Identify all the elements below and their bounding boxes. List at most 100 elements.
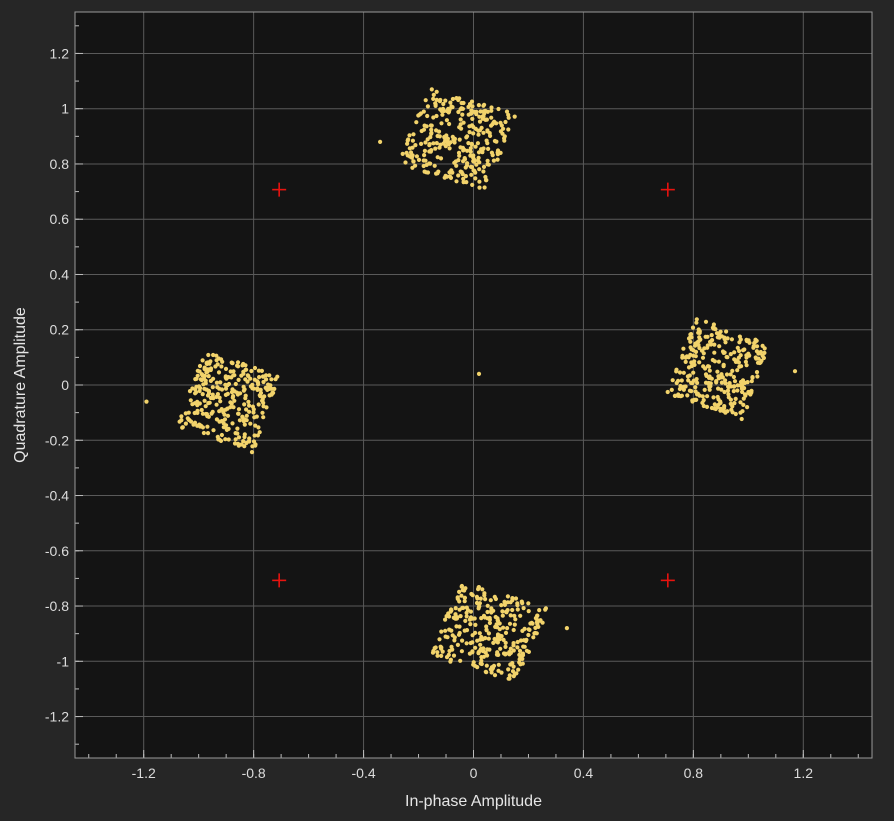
symbol-point — [453, 606, 458, 611]
symbol-point — [500, 609, 505, 614]
symbol-point — [476, 606, 481, 611]
symbol-point — [689, 332, 694, 337]
symbol-point — [526, 632, 531, 638]
symbol-point — [484, 117, 489, 122]
symbol-point — [429, 87, 434, 92]
reference-marker-icon — [272, 573, 287, 588]
symbol-point — [461, 176, 466, 181]
symbol-point — [697, 360, 702, 365]
symbol-point — [447, 627, 452, 632]
symbol-point — [729, 384, 734, 389]
symbol-point — [715, 394, 720, 400]
symbol-point — [712, 350, 717, 355]
symbol-point — [483, 178, 489, 183]
symbol-point — [403, 160, 408, 165]
symbol-point — [195, 423, 200, 428]
symbol-point — [448, 659, 453, 664]
symbol-point — [464, 610, 469, 616]
symbol-point — [451, 137, 456, 142]
symbol-point — [422, 153, 427, 158]
symbol-point — [458, 117, 463, 122]
symbol-point — [410, 138, 415, 143]
symbol-point — [481, 649, 486, 654]
symbol-point — [251, 439, 257, 444]
symbol-point — [199, 407, 204, 413]
symbol-point — [467, 617, 472, 622]
symbol-point — [531, 635, 536, 640]
grid-lines — [75, 12, 872, 758]
symbol-point — [669, 387, 674, 392]
symbol-point — [450, 96, 455, 102]
symbol-point — [195, 399, 200, 404]
symbol-point — [260, 410, 265, 415]
symbol-point — [506, 127, 511, 132]
symbol-point — [454, 96, 459, 101]
symbol-point — [518, 613, 523, 618]
symbol-point — [477, 649, 482, 654]
symbol-point — [501, 126, 506, 131]
symbol-point — [504, 109, 510, 114]
symbol-point — [180, 425, 185, 430]
symbol-point — [744, 338, 750, 344]
symbol-point — [477, 167, 482, 172]
symbol-point — [513, 596, 519, 601]
symbol-point — [526, 649, 532, 655]
symbol-point — [725, 336, 730, 341]
symbol-point — [424, 170, 429, 175]
symbol-point — [219, 357, 224, 362]
symbol-point — [486, 146, 491, 151]
symbol-point — [422, 148, 427, 153]
symbol-point — [462, 595, 467, 600]
symbol-point — [503, 640, 508, 646]
symbol-point — [506, 676, 511, 681]
symbol-point — [431, 141, 436, 146]
symbol-point — [201, 430, 206, 436]
symbol-point — [473, 144, 478, 149]
symbol-point — [503, 119, 508, 125]
symbol-point — [473, 176, 478, 181]
symbol-point — [144, 399, 149, 404]
symbol-point — [457, 630, 462, 636]
symbol-point — [451, 653, 457, 658]
symbol-point — [442, 139, 448, 144]
symbol-point — [466, 104, 471, 109]
symbol-point — [463, 618, 468, 624]
symbol-point — [445, 136, 450, 141]
symbol-point — [690, 380, 695, 386]
symbol-point — [485, 129, 490, 134]
symbol-point — [484, 670, 489, 675]
symbol-point — [435, 171, 440, 176]
symbol-point — [730, 368, 735, 373]
symbol-point — [195, 368, 200, 373]
symbol-point — [485, 141, 490, 146]
symbol-point — [466, 112, 471, 117]
symbol-point — [439, 629, 444, 634]
symbol-point — [206, 374, 211, 379]
symbol-point — [241, 439, 246, 444]
symbol-point — [405, 138, 410, 143]
symbol-point — [502, 138, 507, 143]
symbol-point — [729, 337, 735, 342]
symbol-point — [445, 635, 450, 640]
symbol-point — [759, 358, 764, 363]
axis-ticks: -1.2 -0.8 -0.4 0 0.4 0.8 1.2 1.2 1 0.8 0.6 0.4 0.2 0 -… — [45, 25, 859, 781]
symbol-point — [232, 373, 237, 378]
symbol-point — [520, 601, 525, 606]
symbol-point — [471, 131, 476, 136]
symbol-point — [521, 606, 526, 611]
symbol-point — [431, 115, 436, 120]
symbol-point — [469, 172, 474, 177]
symbol-point — [492, 138, 497, 144]
symbol-point — [231, 405, 236, 410]
symbol-point — [732, 350, 737, 355]
symbol-point — [186, 410, 191, 415]
symbol-point — [694, 317, 699, 322]
symbol-point — [494, 639, 499, 644]
symbol-point — [216, 370, 222, 375]
symbol-point — [474, 162, 479, 167]
symbol-point — [515, 639, 520, 645]
symbol-point — [495, 618, 500, 623]
symbol-point — [503, 651, 508, 656]
symbol-point — [452, 638, 457, 643]
symbol-point — [465, 134, 470, 139]
